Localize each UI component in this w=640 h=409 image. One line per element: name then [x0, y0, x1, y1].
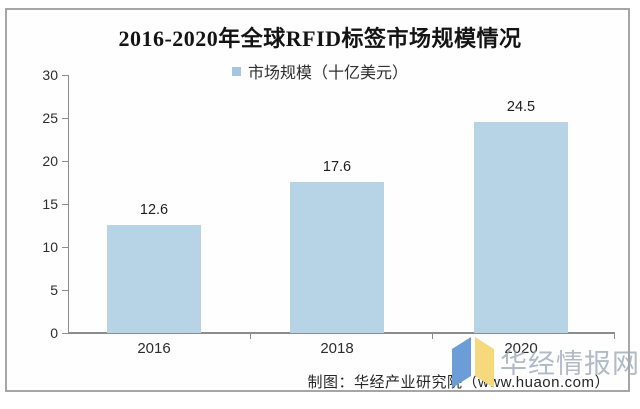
y-tick: [62, 75, 68, 76]
legend: 市场规模（十亿美元）: [0, 59, 640, 83]
chart-title: 2016-2020年全球RFID标签市场规模情况: [118, 26, 522, 51]
y-tick: [62, 161, 68, 162]
bar-value-label: 12.6: [139, 201, 169, 218]
y-tick: [62, 118, 68, 119]
y-tick-label: 15: [42, 196, 58, 212]
bar-value-label: 24.5: [506, 99, 536, 116]
bar-2020: [474, 122, 568, 333]
y-tick-label: 30: [42, 67, 58, 83]
x-tick: [614, 333, 615, 339]
y-axis-line: [68, 75, 69, 334]
bar-value-label: 17.6: [322, 158, 352, 175]
bar-2018: [290, 181, 384, 333]
legend-marker-icon: [231, 66, 241, 76]
x-tick: [250, 333, 251, 339]
y-tick-label: 10: [42, 239, 58, 255]
bar-2016: [107, 224, 201, 333]
x-category-label: 2020: [504, 340, 538, 357]
legend-label: 市场规模（十亿美元）: [247, 65, 408, 82]
y-tick-label: 25: [42, 110, 58, 126]
y-tick-label: 0: [50, 325, 58, 341]
x-category-label: 2016: [137, 340, 171, 357]
x-tick: [432, 333, 433, 339]
y-tick: [62, 204, 68, 205]
watermark-text: 华经情报网: [500, 349, 640, 379]
x-category-label: 2018: [320, 340, 354, 357]
y-tick: [62, 333, 68, 334]
y-tick-label: 5: [50, 282, 58, 298]
y-tick-label: 20: [42, 153, 58, 169]
y-tick: [62, 290, 68, 291]
x-axis-line: [68, 332, 615, 334]
watermark: 华经情报网: [449, 334, 640, 390]
watermark-logo-icon: [452, 337, 494, 388]
y-tick: [62, 247, 68, 248]
